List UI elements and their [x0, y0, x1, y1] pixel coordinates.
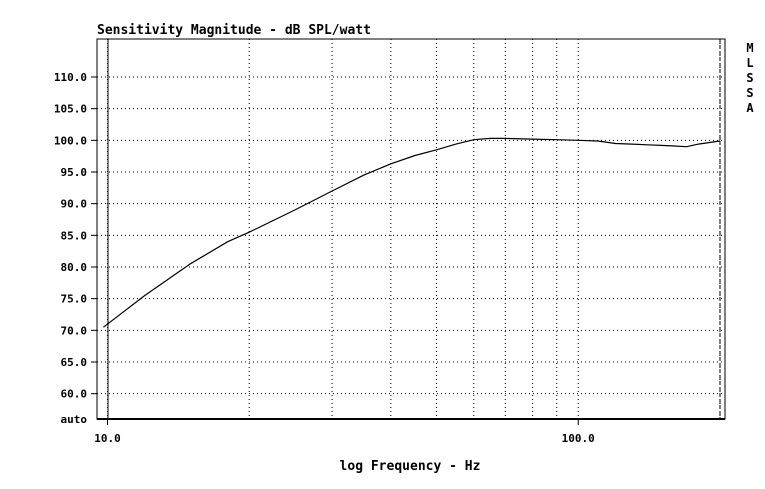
y-auto-label: auto — [61, 413, 88, 426]
sensitivity-curve — [103, 137, 721, 328]
y-tick-label: 105.0 — [54, 103, 87, 116]
series — [103, 137, 721, 328]
plot-frame — [96, 38, 726, 420]
x-tick-label: 10.0 — [94, 432, 121, 445]
y-tick-label: 100.0 — [54, 134, 87, 147]
y-tick-label: 80.0 — [61, 261, 88, 274]
y-tick-label: 65.0 — [61, 356, 88, 369]
y-tick-label: 75.0 — [61, 293, 88, 306]
x-axis-label: log Frequency - Hz — [340, 459, 481, 474]
side-label-letter: S — [746, 86, 753, 100]
x-tick-label: 100.0 — [562, 432, 595, 445]
y-tick-label: 95.0 — [61, 166, 88, 179]
side-label-letter: S — [746, 71, 753, 85]
y-tick-label: 70.0 — [61, 324, 88, 337]
side-label-letter: L — [746, 56, 753, 70]
side-label-letter: M — [746, 41, 753, 55]
y-tick-label: 60.0 — [61, 388, 88, 401]
y-tick-label: 90.0 — [61, 198, 88, 211]
ticks: 110.0 105.0 100.0 95.0 90.0 85.0 80.0 75.0 70.0 6… — [54, 71, 595, 445]
grid — [97, 39, 725, 419]
y-tick-label: 110.0 — [54, 71, 87, 84]
side-label-letter: A — [746, 101, 754, 115]
chart-title: Sensitivity Magnitude - dB SPL/watt — [97, 23, 371, 38]
y-tick-label: 85.0 — [61, 229, 88, 242]
